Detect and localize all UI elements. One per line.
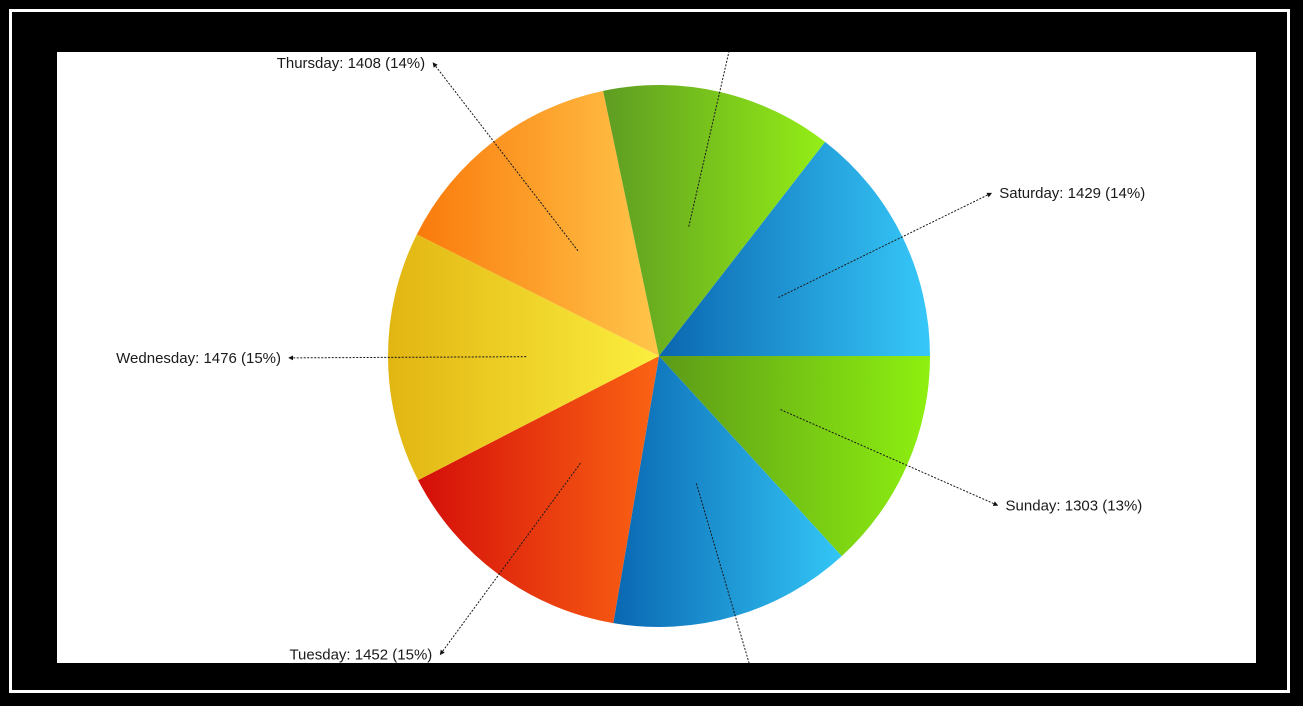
pie-slice-sunday <box>659 356 930 557</box>
leader-line-thursday <box>432 62 579 252</box>
slices-layer <box>388 85 930 628</box>
pie-chart: Sunday: 1303 (13%)Monday: 1427 (14%)Tues… <box>116 52 1145 663</box>
pie-slice-wednesday <box>388 234 659 481</box>
slice-label-wednesday: Wednesday: 1476 (15%) <box>116 350 281 367</box>
leader-lines-layer <box>288 52 999 663</box>
plot-area: Sunday: 1303 (13%)Monday: 1427 (14%)Tues… <box>57 52 1256 663</box>
leader-line-friday <box>688 52 730 227</box>
slice-label-sunday: Sunday: 1303 (13%) <box>1006 497 1143 514</box>
slice-label-saturday: Saturday: 1429 (14%) <box>999 185 1145 202</box>
pie-slice-monday <box>613 356 842 628</box>
leader-line-wednesday <box>288 355 527 361</box>
leader-line-tuesday <box>439 462 581 656</box>
pie-slice-thursday <box>416 90 659 356</box>
pie-slice-friday <box>603 85 826 356</box>
pie-slice-tuesday <box>418 356 659 624</box>
leader-line-monday <box>695 483 750 663</box>
leader-line-sunday <box>780 409 999 506</box>
leader-line-saturday <box>778 192 993 299</box>
labels-layer: Sunday: 1303 (13%)Monday: 1427 (14%)Tues… <box>116 55 1145 663</box>
pie-slice-saturday <box>659 141 930 356</box>
slice-label-thursday: Thursday: 1408 (14%) <box>277 55 425 72</box>
frame-border <box>9 9 1290 693</box>
slice-label-tuesday: Tuesday: 1452 (15%) <box>289 646 432 663</box>
